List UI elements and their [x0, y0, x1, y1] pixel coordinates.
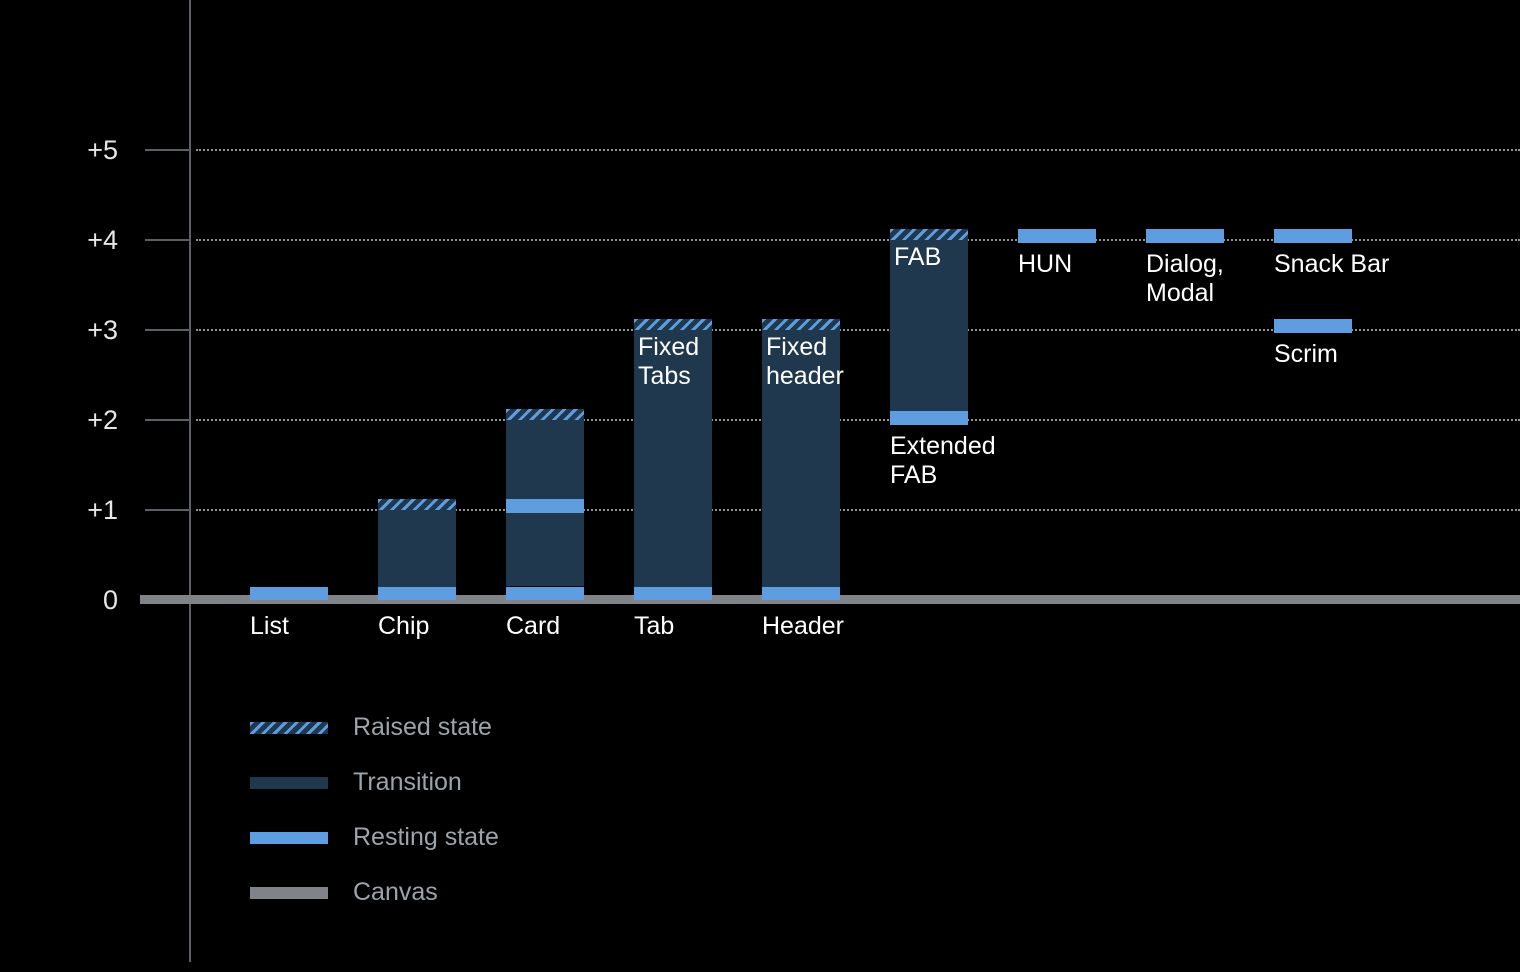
legend-swatch-canvas	[250, 886, 328, 899]
y-axis-tick-1	[145, 509, 190, 511]
bar-segment-transition-extended-fab	[890, 240, 968, 411]
bar-segment-raised-card	[506, 409, 584, 420]
gridline-5	[196, 149, 1520, 151]
bar-segment-transition-chip	[378, 510, 456, 587]
bar-segment-resting-tab	[634, 586, 712, 600]
bar-segment-resting-chip	[378, 586, 456, 600]
bar-segment-resting-card	[506, 499, 584, 513]
legend-row-resting: Resting state	[250, 823, 499, 852]
legend-row-transition: Transition	[250, 768, 499, 797]
bar-segment-raised-chip	[378, 499, 456, 510]
bar-below-label-hun: HUN	[1018, 249, 1073, 278]
bar-segment-resting-hun	[1018, 229, 1096, 243]
y-axis-tick-label-4: +4	[87, 225, 118, 255]
bar-segment-resting-list	[250, 586, 328, 600]
legend-label-transition: Transition	[353, 768, 462, 796]
bar-inner-label-tab: Fixed Tabs	[638, 333, 700, 391]
y-axis-tick-5	[145, 149, 190, 151]
legend-swatch-resting	[250, 831, 328, 844]
bar-below-label-dialog-modal: Dialog, Modal	[1146, 249, 1224, 307]
gridline-2	[196, 419, 1520, 421]
legend-swatch-raised	[250, 721, 328, 734]
bar-label-header: Header	[762, 612, 844, 640]
bar-label-tab: Tab	[634, 612, 675, 640]
bar-inner-label-header: Fixed header	[766, 333, 844, 391]
bar-label-card: Card	[506, 612, 561, 640]
bar-segment-resting-extended-fab	[890, 411, 968, 425]
legend: Raised state Transition Resting state Canva…	[250, 713, 499, 933]
y-axis-tick-4	[145, 239, 190, 241]
bar-segment-transition-tab	[634, 330, 712, 587]
legend-label-resting: Resting state	[353, 823, 499, 851]
bar-segment-resting-snack-bar	[1274, 229, 1352, 243]
gridline-3	[196, 329, 1520, 331]
y-axis-tick-2	[145, 419, 190, 421]
legend-row-raised: Raised state	[250, 713, 499, 742]
bar-segment-resting-scrim	[1274, 319, 1352, 333]
bar-below-label-snack-bar: Snack Bar	[1274, 249, 1390, 278]
bar-label-list: List	[250, 612, 289, 640]
legend-swatch-transition	[250, 776, 328, 789]
legend-label-raised: Raised state	[353, 713, 492, 741]
y-axis-tick-label-5: +5	[87, 135, 118, 165]
bar-segment-transition-card	[506, 512, 584, 587]
bar-below-label-extended-fab: Extended FAB	[890, 431, 996, 489]
bar-segment-raised-header	[762, 319, 840, 330]
bar-segment-resting-card	[506, 586, 584, 600]
bar-segment-resting-dialog-modal	[1146, 229, 1224, 243]
bar-inner-label-extended-fab: FAB	[894, 243, 942, 272]
gridline-4	[196, 239, 1520, 241]
y-axis-tick-label-2: +2	[87, 405, 118, 435]
bar-segment-transition-card	[506, 420, 584, 500]
legend-row-canvas: Canvas	[250, 878, 499, 907]
y-axis-line	[189, 0, 191, 962]
bar-segment-transition-header	[762, 330, 840, 587]
y-axis-tick-label-3: +3	[87, 315, 118, 345]
y-axis-tick-3	[145, 329, 190, 331]
legend-label-canvas: Canvas	[353, 878, 438, 906]
bar-segment-resting-header	[762, 586, 840, 600]
bar-below-label-scrim: Scrim	[1274, 339, 1338, 368]
bar-label-chip: Chip	[378, 612, 430, 640]
gridline-1	[196, 509, 1520, 511]
y-axis-tick-label-1: +1	[87, 495, 118, 525]
bar-segment-raised-extended-fab	[890, 229, 968, 240]
y-axis-tick-label-0: 0	[102, 585, 118, 615]
bar-segment-raised-tab	[634, 319, 712, 330]
